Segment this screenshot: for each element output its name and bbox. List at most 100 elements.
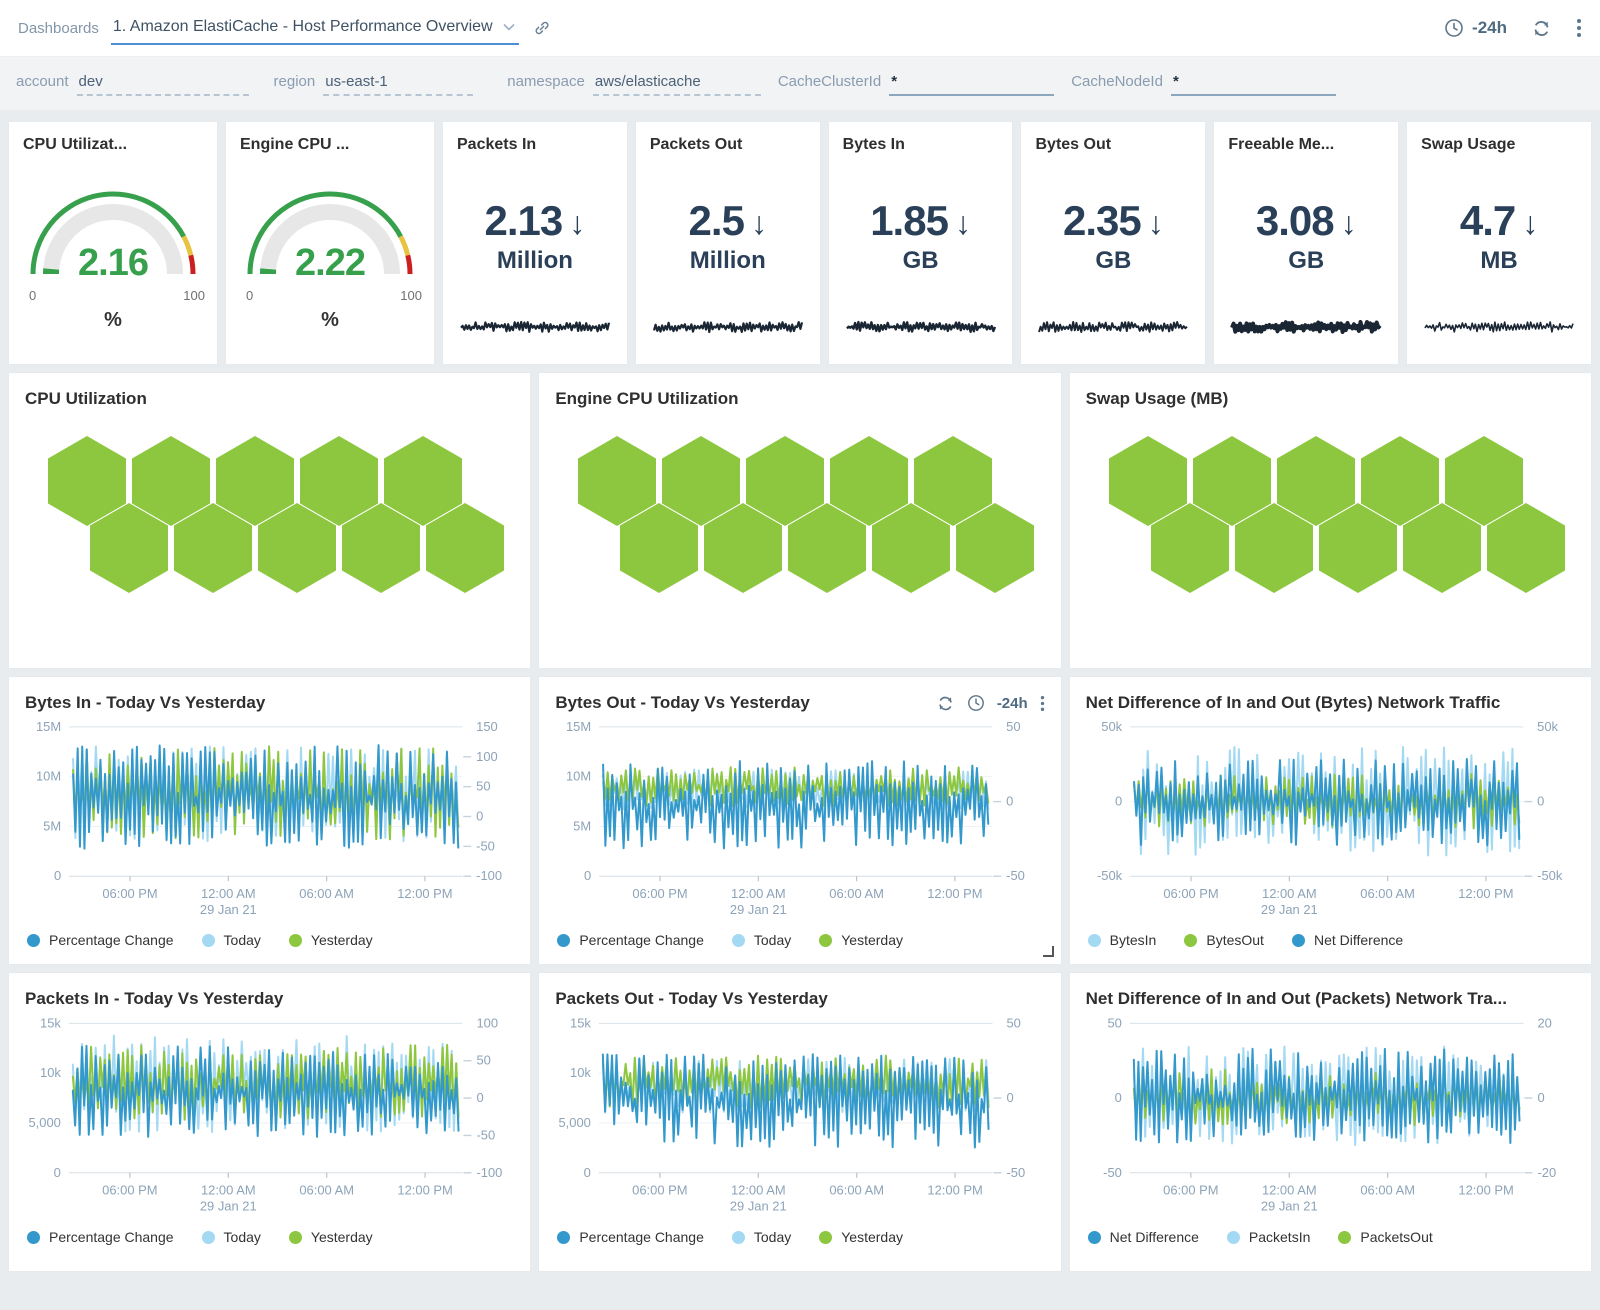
- filter-item: namespace aws/elasticache: [507, 71, 761, 96]
- time-range-control[interactable]: -24h: [1444, 18, 1507, 38]
- svg-text:50: 50: [476, 1053, 490, 1068]
- honeycomb-cell[interactable]: [426, 503, 504, 593]
- honeycomb-cell[interactable]: [956, 503, 1035, 593]
- svg-text:06:00 PM: 06:00 PM: [102, 1183, 157, 1198]
- honeycomb-cell[interactable]: [342, 503, 420, 593]
- filter-item: account dev: [16, 71, 249, 96]
- legend-item[interactable]: Today: [731, 932, 791, 948]
- honeycomb-cell[interactable]: [1486, 503, 1565, 593]
- legend-item[interactable]: Net Difference: [1291, 932, 1403, 948]
- honeycomb-grid[interactable]: [1086, 409, 1575, 649]
- svg-text:12:00 AM: 12:00 AM: [201, 1183, 256, 1198]
- svg-text:100: 100: [476, 1015, 498, 1030]
- legend-dot-icon: [1087, 1230, 1101, 1244]
- honeycomb-cell[interactable]: [872, 503, 951, 593]
- clock-icon[interactable]: [967, 694, 985, 712]
- honeycomb-cell[interactable]: [216, 436, 294, 526]
- resize-handle-icon[interactable]: [1042, 946, 1054, 957]
- svg-text:0: 0: [54, 868, 61, 883]
- stat-card-number: Packets In 2.13 ↓ Million: [442, 121, 628, 365]
- legend-item[interactable]: Yesterday: [819, 932, 903, 948]
- legend-item[interactable]: Today: [201, 932, 261, 948]
- svg-text:0: 0: [1115, 794, 1122, 809]
- share-link-icon[interactable]: [533, 19, 551, 37]
- honeycomb-cell[interactable]: [384, 436, 462, 526]
- filter-value-input[interactable]: aws/elasticache: [592, 71, 761, 96]
- legend-dot-icon: [819, 1230, 833, 1244]
- honeycomb-cell[interactable]: [620, 503, 699, 593]
- honeycomb-cell[interactable]: [132, 436, 210, 526]
- honeycomb-cell[interactable]: [1234, 503, 1313, 593]
- refresh-icon[interactable]: [936, 694, 955, 713]
- legend-item[interactable]: Today: [731, 1229, 791, 1245]
- legend-item[interactable]: PacketsIn: [1226, 1229, 1310, 1245]
- filter-value-input[interactable]: dev: [76, 71, 249, 96]
- legend-item[interactable]: Percentage Change: [27, 932, 174, 948]
- honeycomb-cell[interactable]: [1276, 436, 1355, 526]
- legend-dot-icon: [1184, 933, 1198, 947]
- breadcrumb[interactable]: Dashboards: [18, 19, 99, 37]
- honeycomb-cell[interactable]: [830, 436, 909, 526]
- svg-text:-50k: -50k: [1537, 868, 1563, 883]
- stat-value: 3.08: [1255, 197, 1335, 244]
- filter-item: CacheNodeId *: [1071, 71, 1336, 96]
- legend-item[interactable]: Percentage Change: [557, 1229, 704, 1245]
- legend-label: Yesterday: [841, 1229, 903, 1245]
- honeycomb-cell[interactable]: [300, 436, 378, 526]
- legend-item[interactable]: Today: [201, 1229, 261, 1245]
- legend-item[interactable]: BytesOut: [1184, 932, 1264, 948]
- refresh-icon[interactable]: [1531, 18, 1552, 39]
- clock-icon: [1444, 18, 1464, 38]
- legend-item[interactable]: Yesterday: [288, 932, 373, 948]
- legend-item[interactable]: Yesterday: [288, 1229, 373, 1245]
- svg-text:-100: -100: [476, 868, 502, 883]
- honeycomb-cell[interactable]: [746, 436, 825, 526]
- svg-text:12:00 PM: 12:00 PM: [928, 1183, 983, 1198]
- filter-value-input[interactable]: *: [889, 71, 1055, 96]
- legend-dot-icon: [557, 933, 571, 947]
- honeycomb-cell[interactable]: [1108, 436, 1187, 526]
- kebab-menu-icon[interactable]: [1040, 695, 1045, 712]
- honeycomb-cell[interactable]: [48, 436, 126, 526]
- honeycomb-cell[interactable]: [914, 436, 993, 526]
- legend-item[interactable]: Percentage Change: [27, 1229, 174, 1245]
- chart-panel: Net Difference of In and Out (Packets) N…: [1068, 972, 1592, 1272]
- honeycomb-cell[interactable]: [90, 503, 168, 593]
- chevron-down-icon[interactable]: [503, 23, 515, 31]
- honeycomb-cell[interactable]: [1192, 436, 1271, 526]
- honeycomb-cell[interactable]: [1402, 503, 1481, 593]
- filter-value-input[interactable]: *: [1170, 71, 1336, 96]
- svg-text:12:00 PM: 12:00 PM: [397, 886, 452, 901]
- kebab-menu-icon[interactable]: [1576, 18, 1582, 38]
- honeycomb-cell[interactable]: [788, 503, 867, 593]
- dashboard-title-selector[interactable]: 1. Amazon ElastiCache - Host Performance…: [110, 12, 519, 45]
- honeycomb-cell[interactable]: [174, 503, 252, 593]
- legend-item[interactable]: Net Difference: [1087, 1229, 1199, 1245]
- card-title: Packets Out: [649, 136, 743, 153]
- panel-time-range-label[interactable]: -24h: [996, 694, 1028, 712]
- legend-item[interactable]: Yesterday: [819, 1229, 903, 1245]
- stat-card-number: Freeable Me... 3.08 ↓ GB: [1213, 121, 1400, 365]
- honeycomb-cell[interactable]: [662, 436, 741, 526]
- filter-item: CacheClusterId *: [778, 71, 1055, 96]
- legend-item[interactable]: Percentage Change: [557, 932, 704, 948]
- honeycomb-cell[interactable]: [1150, 503, 1229, 593]
- legend-dot-icon: [27, 1230, 40, 1244]
- legend-label: PacketsOut: [1360, 1229, 1433, 1245]
- legend-item[interactable]: BytesIn: [1087, 932, 1156, 948]
- honeycomb-cell[interactable]: [1444, 436, 1523, 526]
- honeycomb-cell[interactable]: [704, 503, 783, 593]
- honeycomb-cell[interactable]: [258, 503, 336, 593]
- honeycomb-cell[interactable]: [578, 436, 657, 526]
- honeycomb-grid[interactable]: [25, 409, 514, 649]
- honeycomb-cell[interactable]: [1318, 503, 1397, 593]
- honeycomb-cell[interactable]: [1360, 436, 1439, 526]
- legend-item[interactable]: PacketsOut: [1338, 1229, 1433, 1245]
- honeycomb-grid[interactable]: [555, 409, 1044, 649]
- legend-label: Percentage Change: [49, 932, 174, 948]
- filter-value-input[interactable]: us-east-1: [323, 71, 474, 96]
- trend-down-icon: ↓: [1522, 204, 1539, 241]
- svg-text:06:00 PM: 06:00 PM: [633, 886, 688, 901]
